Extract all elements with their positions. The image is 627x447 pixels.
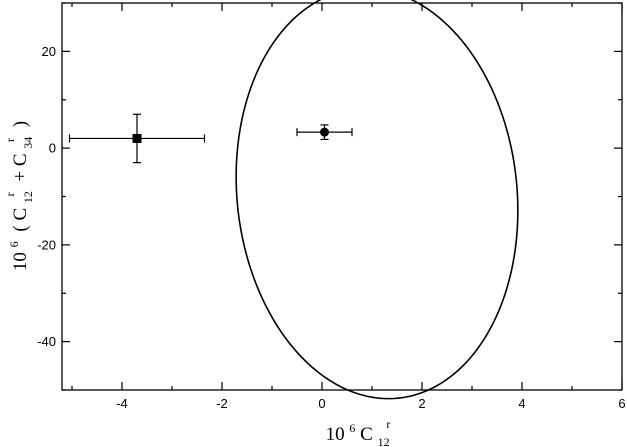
x-axis-label-power: 6 [349, 421, 355, 435]
x-tick-label: 0 [318, 396, 325, 411]
x-tick-label: -2 [216, 396, 228, 411]
data-point-group [296, 124, 353, 141]
y-axis-label-plus: + [10, 171, 31, 182]
data-point-group [68, 113, 206, 164]
x-axis-label-base: 10 [326, 424, 345, 445]
y-tick-label: -20 [37, 237, 56, 252]
y-axis-label-base: 10 [10, 252, 31, 271]
y-axis-label-first-symbol: C [10, 208, 31, 221]
x-tick-label: 4 [518, 396, 525, 411]
x-axis-label: 10 6 C 12 r [326, 416, 395, 447]
x-tick-label: 6 [618, 396, 625, 411]
y-axis-label-second-symbol: C [10, 153, 31, 166]
y-axis-label-open: ( [10, 225, 31, 231]
x-tick-label: 2 [418, 396, 425, 411]
y-axis-label-second-superscript: r [3, 138, 17, 142]
y-axis-label-first-superscript: r [3, 192, 17, 196]
square-marker [132, 133, 142, 143]
x-axis-ticks: -4 -2 0 2 4 6 [71, 3, 626, 411]
plot-frame [61, 2, 623, 391]
y-axis-label-first-subscript: 12 [21, 191, 35, 203]
y-axis-label-second-subscript: 34 [21, 137, 35, 149]
x-axis-label-symbol: C [360, 424, 373, 445]
x-axis-label-superscript: r [386, 417, 390, 431]
plot-content [68, 0, 519, 400]
x-tick-label: -4 [116, 396, 128, 411]
y-axis-label: 10 6 ( C 12 r + C 34 r ) [0, 121, 37, 271]
y-tick-label: -40 [37, 334, 56, 349]
y-axis-label-power: 6 [7, 241, 21, 247]
y-axis-label-close: ) [10, 121, 31, 127]
y-tick-label: 0 [49, 141, 56, 156]
circle-marker [320, 127, 329, 137]
confidence-ellipse [235, 0, 519, 400]
x-axis-label-subscript: 12 [378, 435, 390, 447]
y-axis-ticks: -40 -20 0 20 [37, 2, 622, 391]
y-tick-label: 20 [42, 44, 56, 59]
